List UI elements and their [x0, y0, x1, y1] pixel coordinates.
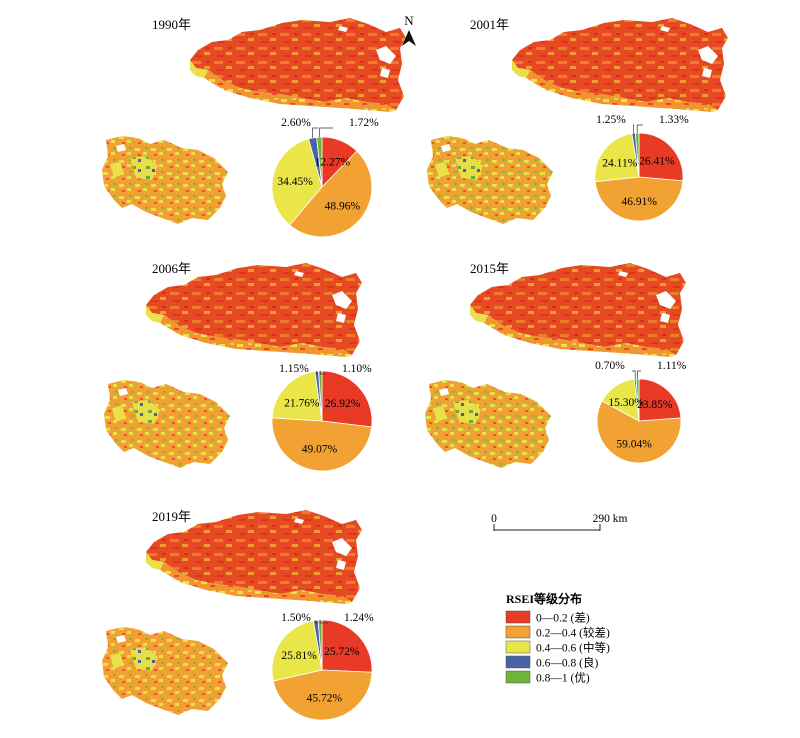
pie-slice-fair — [596, 400, 682, 464]
pie-slice-moderate — [271, 138, 323, 226]
pie-label-moderate: 25.81% — [281, 650, 317, 662]
year-label: 2001年 — [470, 17, 509, 32]
rsei-region-map — [146, 510, 362, 604]
pie-label-moderate: 24.11% — [602, 157, 637, 169]
legend-item-label: 0.4—0.6 (中等) — [536, 641, 610, 655]
pie-label-excellent: 1.33% — [659, 114, 689, 126]
year-label: 2006年 — [152, 261, 191, 276]
leader-line — [632, 370, 636, 380]
legend-swatch-moderate — [505, 640, 531, 654]
legend-item-label: 0.2—0.4 (较差) — [536, 626, 610, 640]
rsei-subregion-map — [102, 136, 228, 224]
year-panel: 2001年 26.41% 46.91% 24.11% 1.25% 1.33% — [427, 17, 728, 224]
year-panel: 1990年 12.27% 48.96% 34.45% 2.60% 1.72% — [102, 17, 406, 238]
pie-label-excellent: 1.10% — [342, 363, 372, 375]
year-panels: 1990年 12.27% 48.96% 34.45% 2.60% 1.72% 2001年 26… — [102, 17, 728, 721]
pie-slice-poor — [321, 619, 373, 673]
pie-label-good: 1.25% — [596, 114, 626, 126]
scale-end-label: 290 km — [593, 513, 628, 525]
pie-slice-poor — [321, 370, 373, 428]
rsei-region-map — [470, 263, 686, 357]
pie-label-moderate: 34.45% — [277, 176, 313, 188]
legend-swatch-good — [505, 655, 531, 669]
pie-slice-moderate — [594, 133, 640, 183]
rsei-subregion-map — [425, 380, 551, 468]
pie-label-excellent: 1.11% — [657, 360, 687, 372]
pie-label-poor: 25.72% — [324, 646, 360, 658]
leader-line — [316, 371, 318, 375]
rsei-region-map — [190, 18, 406, 112]
legend-swatch-excellent — [505, 670, 531, 684]
leader-line — [633, 124, 634, 134]
pie-label-good: 1.50% — [281, 612, 311, 624]
pie-label-fair: 49.07% — [302, 443, 338, 455]
pie-label-poor: 26.41% — [639, 156, 675, 168]
year-label: 2019年 — [152, 509, 191, 524]
year-panel: 2006年 26.92% 49.07% 21.76% 1.15% 1.10% — [104, 261, 373, 472]
pie-label-good: 0.70% — [595, 360, 625, 372]
pie-label-good: 1.15% — [279, 363, 309, 375]
legend-swatch-fair — [505, 625, 531, 639]
pie-label-good: 2.60% — [281, 117, 311, 129]
north-arrow: N — [402, 13, 416, 46]
leader-line — [315, 620, 318, 624]
legend-title: RSEI等级分布 — [506, 591, 582, 606]
rsei-subregion-map — [427, 136, 553, 224]
north-arrow-icon — [402, 30, 416, 46]
pie-label-fair: 45.72% — [307, 692, 343, 704]
rsei-subregion-map — [102, 627, 228, 715]
pie-slice-poor — [638, 378, 682, 422]
pie-slice-moderate — [271, 371, 323, 422]
pie-label-poor: 23.85% — [637, 399, 673, 411]
rsei-subregion-map — [104, 380, 230, 468]
pie-label-excellent: 1.24% — [344, 612, 374, 624]
pie-slice-poor — [638, 132, 684, 182]
leader-line — [319, 371, 326, 375]
year-label: 2015年 — [470, 261, 509, 276]
legend: RSEI等级分布 0—0.2 (差)0.2—0.4 (较差)0.4—0.6 (中… — [505, 591, 610, 685]
pie-label-fair: 46.91% — [621, 196, 657, 208]
scale-bar: 0 290 km — [491, 513, 627, 531]
year-panel: 2019年 25.72% 45.72% 25.81% 1.50% 1.24% — [102, 509, 374, 721]
year-panel: 2015年 23.85% 59.04% 15.30% 0.70% 1.11% — [425, 261, 687, 468]
pie-slice-excellent — [634, 132, 640, 178]
pie-label-excellent: 1.72% — [349, 117, 379, 129]
pie-slice-excellent — [635, 378, 640, 422]
pie-slice-fair — [272, 669, 373, 721]
pie-label-moderate: 15.30% — [608, 397, 644, 409]
pie-slice-fair — [271, 417, 373, 472]
legend-swatch-poor — [505, 610, 531, 624]
north-arrow-label: N — [404, 13, 414, 28]
pie-label-poor: 26.92% — [325, 398, 361, 410]
leader-line — [318, 127, 333, 138]
rsei-region-map — [512, 18, 728, 112]
leader-line — [312, 127, 318, 138]
leader-line — [637, 370, 641, 379]
pie-label-moderate: 21.76% — [284, 397, 320, 409]
pie-label-fair: 48.96% — [325, 201, 361, 213]
rsei-region-map — [146, 263, 362, 357]
pie-slice-moderate — [271, 620, 323, 682]
pie-slice-fair — [289, 150, 373, 238]
pie-slice-fair — [594, 176, 684, 222]
legend-item-label: 0—0.2 (差) — [536, 611, 590, 625]
scale-zero-label: 0 — [491, 513, 497, 525]
leader-line — [319, 620, 328, 624]
leader-line — [636, 124, 643, 133]
legend-item-label: 0.8—1 (优) — [536, 672, 590, 685]
pie-label-fair: 59.04% — [616, 439, 652, 451]
legend-item-label: 0.6—0.8 (良) — [536, 656, 598, 670]
pie-label-poor: 12.27% — [315, 157, 351, 169]
year-label: 1990年 — [152, 17, 191, 32]
